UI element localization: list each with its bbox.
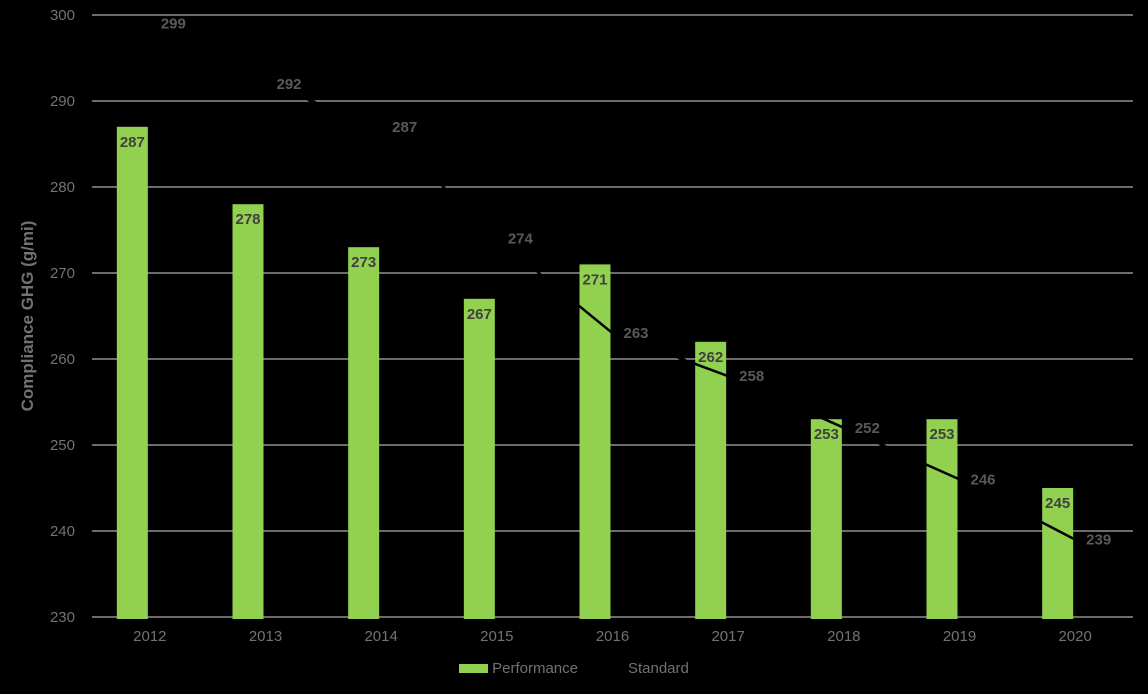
bar-2018 xyxy=(810,419,842,619)
x-label-2014: 2014 xyxy=(364,628,397,645)
x-label-2016: 2016 xyxy=(596,628,629,645)
y-tick-label-270: 270 xyxy=(50,265,75,282)
bar-label-2020: 245 xyxy=(1045,495,1070,512)
standard-line-swatch-icon xyxy=(591,667,623,670)
y-tick-label-300: 300 xyxy=(50,7,75,24)
standard-label-2014: 287 xyxy=(392,119,417,136)
bar-label-2015: 267 xyxy=(467,306,492,323)
bar-label-2012: 287 xyxy=(120,134,145,151)
bar-label-2019: 253 xyxy=(929,426,954,443)
bar-2012 xyxy=(116,126,148,620)
bar-2015 xyxy=(463,298,495,619)
standard-label-2015: 274 xyxy=(508,231,534,248)
standard-label-2019: 246 xyxy=(971,471,996,488)
bar-2017 xyxy=(695,341,727,619)
bar-2016 xyxy=(579,264,611,619)
y-tick-label-280: 280 xyxy=(50,179,75,196)
standard-label-2017: 258 xyxy=(739,368,764,385)
x-label-2013: 2013 xyxy=(249,628,282,645)
standard-legend-label: Standard xyxy=(627,660,689,677)
x-label-2020: 2020 xyxy=(1058,628,1091,645)
y-axis-title: Compliance GHG (g/mi) xyxy=(18,221,37,412)
bar-label-2014: 273 xyxy=(351,254,376,271)
bar-2014 xyxy=(348,247,380,619)
bar-2020 xyxy=(1042,488,1074,619)
x-label-2015: 2015 xyxy=(480,628,513,645)
bar-label-2018: 253 xyxy=(814,426,839,443)
x-label-2017: 2017 xyxy=(711,628,744,645)
legend-item-performance: Performance xyxy=(459,660,578,677)
standard-label-2020: 239 xyxy=(1086,532,1111,549)
bar-2019 xyxy=(926,419,958,619)
x-label-2019: 2019 xyxy=(943,628,976,645)
bar-label-2016: 271 xyxy=(582,271,607,288)
performance-legend-label: Performance xyxy=(492,660,578,677)
bar-2013 xyxy=(232,204,264,619)
standard-label-2016: 263 xyxy=(624,325,649,342)
performance-bar-swatch-icon xyxy=(459,664,489,673)
x-label-2012: 2012 xyxy=(133,628,166,645)
bar-label-2013: 278 xyxy=(235,211,260,228)
y-tick-label-260: 260 xyxy=(50,351,75,368)
y-tick-label-240: 240 xyxy=(50,523,75,540)
standard-label-2013: 292 xyxy=(277,76,302,93)
bar-label-2017: 262 xyxy=(698,349,723,366)
y-tick-label-290: 290 xyxy=(50,93,75,110)
chart-legend: Performance Standard xyxy=(0,660,1148,677)
standard-line xyxy=(149,22,1076,541)
standard-label-2018: 252 xyxy=(855,420,880,437)
standard-label-2012: 299 xyxy=(161,16,186,33)
y-tick-label-230: 230 xyxy=(50,609,75,626)
y-tick-label-250: 250 xyxy=(50,437,75,454)
legend-item-standard: Standard xyxy=(591,660,689,677)
x-label-2018: 2018 xyxy=(827,628,860,645)
